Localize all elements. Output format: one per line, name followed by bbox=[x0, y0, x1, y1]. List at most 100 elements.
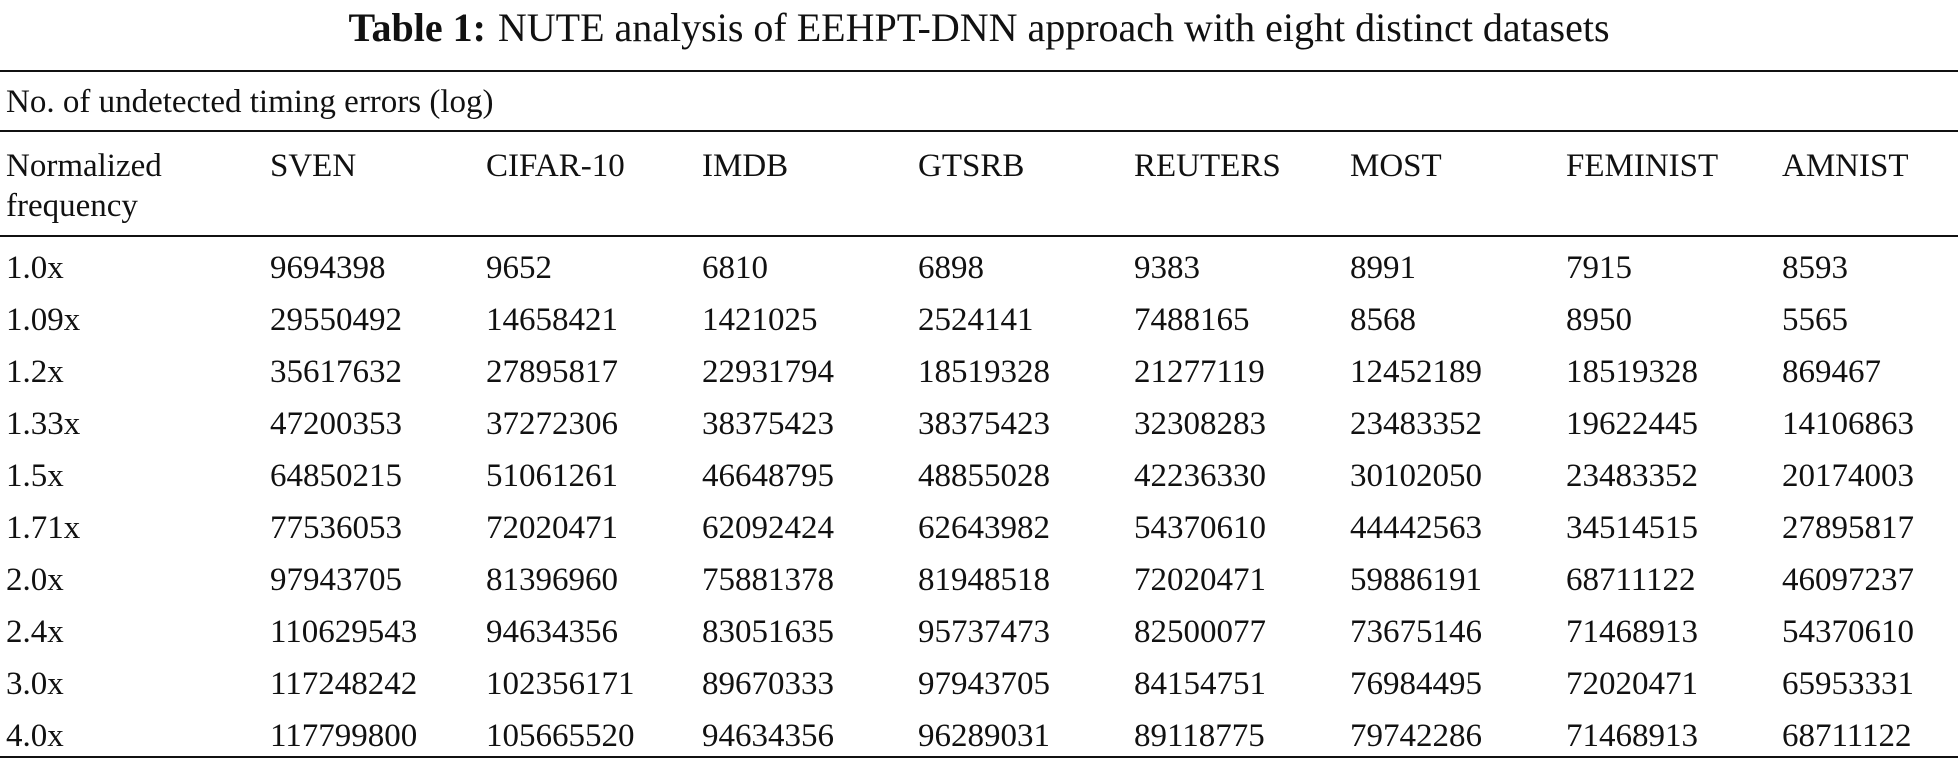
cell-gtsrb: 97943705 bbox=[918, 666, 1050, 702]
cell-reuters: 42236330 bbox=[1134, 458, 1266, 494]
cell-sven: 29550492 bbox=[270, 302, 402, 338]
cell-most: 8991 bbox=[1350, 250, 1416, 286]
cell-gtsrb: 6898 bbox=[918, 250, 984, 286]
column-header-amnist: AMNIST bbox=[1782, 148, 1909, 184]
cell-frequency: 2.0x bbox=[6, 562, 64, 598]
column-header-gtsrb: GTSRB bbox=[918, 148, 1025, 184]
cell-feminist: 19622445 bbox=[1566, 406, 1698, 442]
cell-cifar-10: 94634356 bbox=[486, 614, 618, 650]
cell-cifar-10: 37272306 bbox=[486, 406, 618, 442]
header-row: Normalized frequency SVEN CIFAR-10 IMDB … bbox=[0, 140, 1958, 242]
cell-cifar-10: 72020471 bbox=[486, 510, 618, 546]
cell-reuters: 54370610 bbox=[1134, 510, 1266, 546]
group-title: No. of undetected timing errors (log) bbox=[6, 84, 494, 120]
cell-gtsrb: 48855028 bbox=[918, 458, 1050, 494]
table-body: 1.0x 9694398 9652 6810 6898 9383 8991 7915 8593 1… bbox=[0, 242, 1958, 762]
cell-most: 59886191 bbox=[1350, 562, 1482, 598]
bottom-rule bbox=[0, 756, 1958, 758]
cell-cifar-10: 27895817 bbox=[486, 354, 618, 390]
cell-reuters: 9383 bbox=[1134, 250, 1200, 286]
caption-label: Table 1: bbox=[348, 5, 486, 50]
cell-reuters: 21277119 bbox=[1134, 354, 1265, 390]
cell-imdb: 62092424 bbox=[702, 510, 834, 546]
cell-imdb: 75881378 bbox=[702, 562, 834, 598]
table-row: 1.2x 35617632 27895817 22931794 18519328 2127… bbox=[0, 346, 1958, 398]
cell-feminist: 72020471 bbox=[1566, 666, 1698, 702]
cell-gtsrb: 18519328 bbox=[918, 354, 1050, 390]
cell-amnist: 14106863 bbox=[1782, 406, 1914, 442]
cell-most: 79742286 bbox=[1350, 718, 1482, 754]
cell-most: 12452189 bbox=[1350, 354, 1482, 390]
cell-feminist: 7915 bbox=[1566, 250, 1632, 286]
cell-sven: 117799800 bbox=[270, 718, 418, 754]
table-row: 1.71x 77536053 72020471 62092424 62643982 543… bbox=[0, 502, 1958, 554]
cell-imdb: 38375423 bbox=[702, 406, 834, 442]
cell-feminist: 18519328 bbox=[1566, 354, 1698, 390]
header-rule bbox=[0, 235, 1958, 237]
cell-amnist: 27895817 bbox=[1782, 510, 1914, 546]
cell-gtsrb: 2524141 bbox=[918, 302, 1034, 338]
cell-amnist: 65953331 bbox=[1782, 666, 1914, 702]
cell-frequency: 1.71x bbox=[6, 510, 81, 546]
cell-amnist: 869467 bbox=[1782, 354, 1881, 390]
cell-most: 76984495 bbox=[1350, 666, 1482, 702]
cell-imdb: 83051635 bbox=[702, 614, 834, 650]
cell-reuters: 89118775 bbox=[1134, 718, 1265, 754]
cell-feminist: 71468913 bbox=[1566, 614, 1698, 650]
cell-frequency: 4.0x bbox=[6, 718, 64, 754]
cell-frequency: 1.09x bbox=[6, 302, 81, 338]
cell-reuters: 32308283 bbox=[1134, 406, 1266, 442]
cell-reuters: 72020471 bbox=[1134, 562, 1266, 598]
cell-cifar-10: 51061261 bbox=[486, 458, 618, 494]
column-header-feminist: FEMINIST bbox=[1566, 148, 1719, 184]
cell-amnist: 20174003 bbox=[1782, 458, 1914, 494]
cell-cifar-10: 9652 bbox=[486, 250, 552, 286]
cell-cifar-10: 14658421 bbox=[486, 302, 618, 338]
cell-frequency: 1.2x bbox=[6, 354, 64, 390]
table-row: 1.5x 64850215 51061261 46648795 48855028 4223… bbox=[0, 450, 1958, 502]
cell-sven: 97943705 bbox=[270, 562, 402, 598]
cell-amnist: 5565 bbox=[1782, 302, 1848, 338]
column-header-cifar-10: CIFAR-10 bbox=[486, 148, 625, 184]
cell-sven: 47200353 bbox=[270, 406, 402, 442]
data-table: Normalized frequency SVEN CIFAR-10 IMDB … bbox=[0, 140, 1958, 762]
cell-frequency: 3.0x bbox=[6, 666, 64, 702]
cell-feminist: 34514515 bbox=[1566, 510, 1698, 546]
top-rule bbox=[0, 70, 1958, 72]
cell-imdb: 1421025 bbox=[702, 302, 818, 338]
column-header-reuters: REUTERS bbox=[1134, 148, 1281, 184]
cell-sven: 77536053 bbox=[270, 510, 402, 546]
table-row: 2.0x 97943705 81396960 75881378 81948518 7202… bbox=[0, 554, 1958, 606]
cell-frequency: 1.33x bbox=[6, 406, 81, 442]
table-row: 2.4x 110629543 94634356 83051635 95737473 825… bbox=[0, 606, 1958, 658]
cell-cifar-10: 105665520 bbox=[486, 718, 635, 754]
cell-frequency: 1.0x bbox=[6, 250, 64, 286]
cell-feminist: 68711122 bbox=[1566, 562, 1696, 598]
cell-feminist: 8950 bbox=[1566, 302, 1632, 338]
cell-imdb: 46648795 bbox=[702, 458, 834, 494]
cell-gtsrb: 95737473 bbox=[918, 614, 1050, 650]
column-header-sven: SVEN bbox=[270, 148, 357, 184]
cell-gtsrb: 81948518 bbox=[918, 562, 1050, 598]
cell-imdb: 89670333 bbox=[702, 666, 834, 702]
cell-feminist: 71468913 bbox=[1566, 718, 1698, 754]
table-row: 1.33x 47200353 37272306 38375423 38375423 323… bbox=[0, 398, 1958, 450]
cell-gtsrb: 62643982 bbox=[918, 510, 1050, 546]
cell-sven: 9694398 bbox=[270, 250, 386, 286]
column-header-normalized-frequency: Normalized frequency bbox=[6, 148, 162, 224]
cell-imdb: 6810 bbox=[702, 250, 768, 286]
cell-sven: 64850215 bbox=[270, 458, 402, 494]
cell-most: 8568 bbox=[1350, 302, 1416, 338]
cell-sven: 117248242 bbox=[270, 666, 418, 702]
cell-frequency: 1.5x bbox=[6, 458, 64, 494]
table-row: 3.0x 117248242 102356171 89670333 97943705 84… bbox=[0, 658, 1958, 710]
cell-reuters: 84154751 bbox=[1134, 666, 1266, 702]
cell-most: 44442563 bbox=[1350, 510, 1482, 546]
cell-frequency: 2.4x bbox=[6, 614, 64, 650]
table-row: 4.0x 117799800 105665520 94634356 96289031 89… bbox=[0, 710, 1958, 762]
cell-reuters: 82500077 bbox=[1134, 614, 1266, 650]
cell-amnist: 46097237 bbox=[1782, 562, 1914, 598]
cell-gtsrb: 96289031 bbox=[918, 718, 1050, 754]
caption-text: NUTE analysis of EEHPT-DNN approach with… bbox=[497, 5, 1610, 50]
cell-most: 30102050 bbox=[1350, 458, 1482, 494]
